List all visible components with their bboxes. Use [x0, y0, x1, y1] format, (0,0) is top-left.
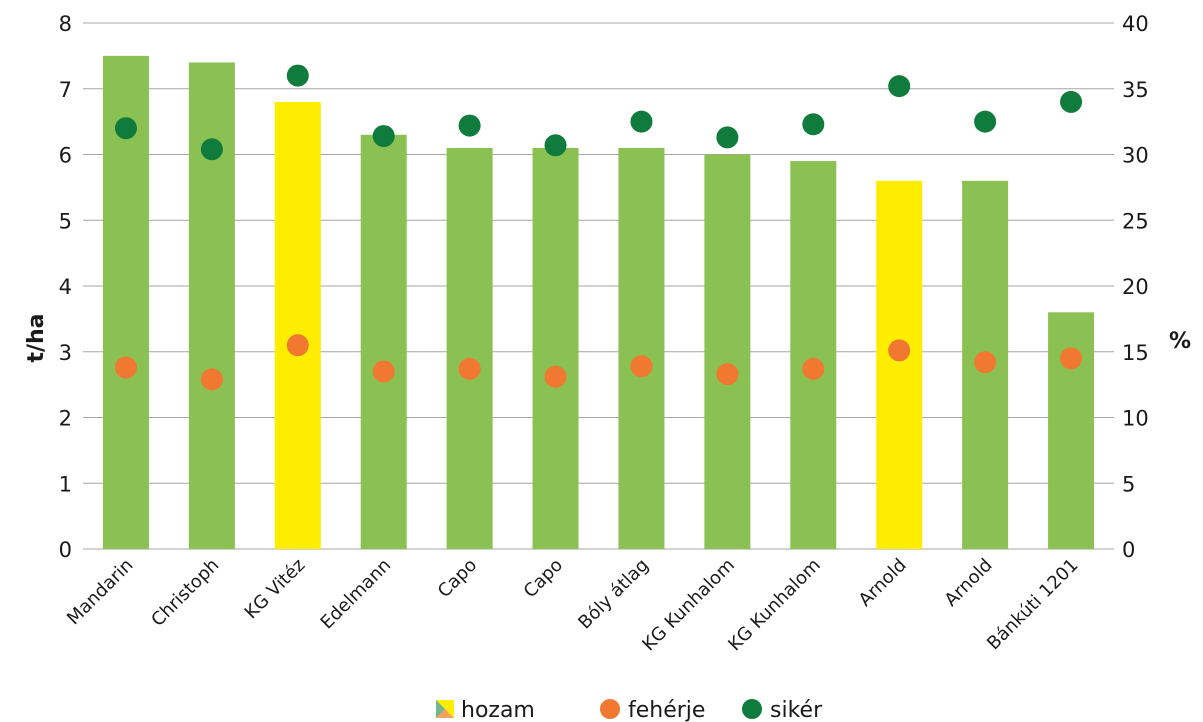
- y-tick-label: 3: [59, 341, 72, 365]
- bar-hozam: [618, 148, 664, 549]
- category-label: Bóly átlag: [574, 555, 653, 634]
- gridlines: [83, 23, 1114, 549]
- y2-tick-label: 35: [1122, 78, 1149, 102]
- y-tick-label: 1: [59, 472, 72, 496]
- y-tick-label: 0: [59, 538, 72, 562]
- y-tick-label: 8: [59, 12, 72, 36]
- bar-hozam: [361, 135, 407, 549]
- y2-tick-label: 10: [1122, 407, 1149, 431]
- category-label: Bánkúti 1201: [983, 555, 1082, 654]
- point-sikér: [888, 75, 910, 97]
- bar-hozam: [704, 155, 750, 550]
- y2-tick-label: 30: [1122, 144, 1149, 168]
- category-label: Christoph: [147, 555, 223, 631]
- legend: hozam fehérje sikér: [436, 698, 823, 722]
- y-tick-label: 4: [59, 275, 72, 299]
- point-sikér: [373, 125, 395, 147]
- point-fehérje: [716, 363, 738, 385]
- point-fehérje: [1060, 347, 1082, 369]
- y-axis-right-title: %: [1169, 329, 1191, 354]
- y-axis-left-title: t/ha: [24, 313, 49, 362]
- point-fehérje: [630, 355, 652, 377]
- point-sikér: [1060, 91, 1082, 113]
- point-sikér: [545, 134, 567, 156]
- legend-siker-label: sikér: [770, 698, 823, 722]
- category-label: Capo: [520, 555, 567, 602]
- category-label: KG Vitéz: [241, 555, 310, 624]
- legend-feherje-label: fehérje: [628, 698, 705, 722]
- point-fehérje: [545, 366, 567, 388]
- category-label: Mandarin: [63, 555, 137, 629]
- bar-hozam: [447, 148, 493, 549]
- point-fehérje: [888, 339, 910, 361]
- point-fehérje: [201, 368, 223, 390]
- category-label: Arnold: [941, 555, 997, 611]
- point-fehérje: [373, 360, 395, 382]
- y-tick-label: 7: [59, 78, 72, 102]
- point-sikér: [459, 115, 481, 137]
- point-sikér: [287, 65, 309, 87]
- y2-tick-label: 5: [1122, 472, 1135, 496]
- bars: [103, 56, 1094, 549]
- point-sikér: [716, 126, 738, 148]
- point-sikér: [115, 117, 137, 139]
- y2-tick-label: 40: [1122, 12, 1149, 36]
- point-fehérje: [802, 358, 824, 380]
- legend-siker-marker-icon: [742, 699, 762, 719]
- point-fehérje: [459, 358, 481, 380]
- y-tick-label: 5: [59, 209, 72, 233]
- category-label: KG Kunhalom: [724, 555, 825, 656]
- bar-hozam: [189, 62, 235, 549]
- category-label: Capo: [434, 555, 481, 602]
- point-sikér: [974, 111, 996, 133]
- y-axis-right-ticks: 0 5 10 15 20 25 30 35 40: [1122, 12, 1149, 562]
- y2-tick-label: 0: [1122, 538, 1135, 562]
- points: [115, 65, 1082, 391]
- y2-tick-label: 15: [1122, 341, 1149, 365]
- category-label: Edelmann: [317, 555, 396, 634]
- point-fehérje: [974, 351, 996, 373]
- bar-hozam: [275, 102, 321, 549]
- point-fehérje: [115, 357, 137, 379]
- bar-hozam: [790, 161, 836, 549]
- category-label: Arnold: [855, 555, 911, 611]
- legend-feherje-marker-icon: [600, 699, 620, 719]
- y-axis-left-ticks: 0 1 2 3 4 5 6 7 8: [59, 12, 72, 562]
- legend-hozam-label: hozam: [461, 698, 535, 722]
- y2-tick-label: 20: [1122, 275, 1149, 299]
- point-fehérje: [287, 334, 309, 356]
- bar-hozam: [876, 181, 922, 549]
- y-tick-label: 6: [59, 144, 72, 168]
- legend-hozam-swatch-icon: [436, 700, 454, 718]
- y-tick-label: 2: [59, 407, 72, 431]
- y2-tick-label: 25: [1122, 209, 1149, 233]
- x-axis-category-labels: Mandarin Christoph KG Vitéz Edelmann Capo Cap…: [63, 555, 1082, 656]
- point-sikér: [802, 113, 824, 135]
- point-sikér: [630, 111, 652, 133]
- bar-hozam: [533, 148, 579, 549]
- point-sikér: [201, 138, 223, 160]
